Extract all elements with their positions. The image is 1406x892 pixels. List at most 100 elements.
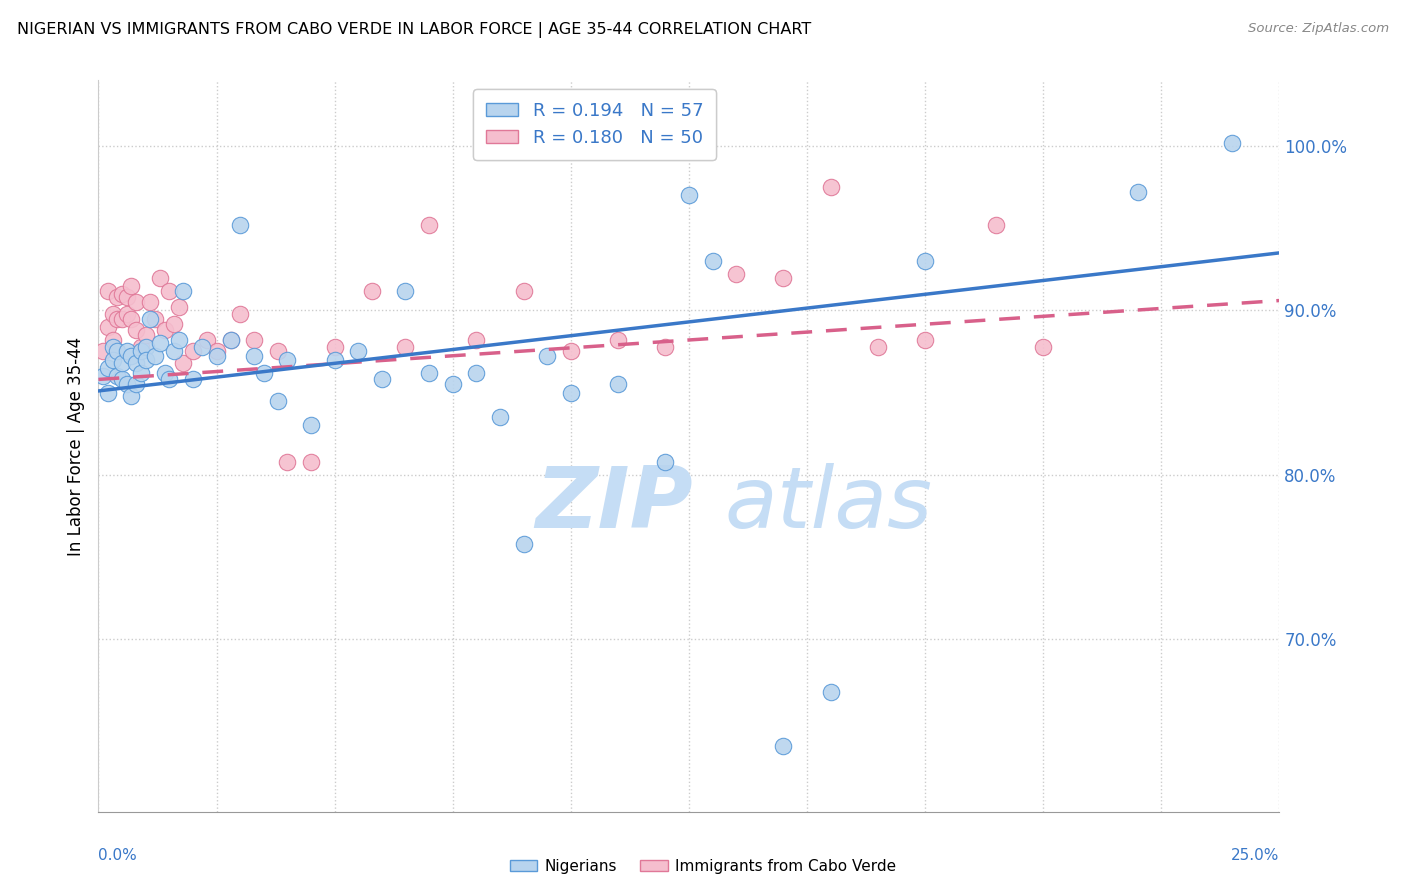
Point [167, 300, 190, 314]
Point [1220, 136, 1243, 150]
Point [371, 372, 394, 386]
Point [115, 377, 138, 392]
Point [536, 350, 558, 364]
Point [607, 377, 630, 392]
Text: atlas: atlas [724, 463, 932, 546]
Point [121, 278, 143, 293]
Point [219, 333, 242, 347]
Point [361, 284, 384, 298]
Point [97, 319, 120, 334]
Point [129, 340, 152, 354]
Point [101, 340, 124, 354]
Point [111, 372, 134, 386]
Point [560, 344, 582, 359]
Point [135, 352, 157, 367]
Point [1032, 340, 1054, 354]
Point [115, 290, 138, 304]
Point [91, 344, 114, 359]
Point [163, 344, 186, 359]
Text: NIGERIAN VS IMMIGRANTS FROM CABO VERDE IN LABOR FORCE | AGE 35-44 CORRELATION CH: NIGERIAN VS IMMIGRANTS FROM CABO VERDE I… [17, 22, 811, 38]
Point [97, 385, 120, 400]
Point [105, 344, 128, 359]
Point [243, 333, 266, 347]
Point [129, 344, 152, 359]
Point [725, 267, 748, 281]
Point [772, 270, 794, 285]
Point [143, 311, 166, 326]
Point [157, 284, 180, 298]
Point [135, 328, 157, 343]
Legend: Nigerians, Immigrants from Cabo Verde: Nigerians, Immigrants from Cabo Verde [503, 853, 903, 880]
Point [465, 333, 488, 347]
Point [101, 333, 124, 347]
Point [191, 340, 214, 354]
Point [820, 180, 842, 194]
Point [135, 340, 157, 354]
Point [105, 311, 128, 326]
Point [607, 333, 630, 347]
Point [512, 284, 534, 298]
Point [105, 290, 128, 304]
Point [149, 270, 172, 285]
Point [299, 455, 322, 469]
Point [243, 350, 266, 364]
Point [394, 340, 416, 354]
Point [121, 389, 143, 403]
Point [111, 311, 134, 326]
Point [276, 455, 298, 469]
Point [772, 739, 794, 753]
Point [121, 350, 143, 364]
Point [139, 295, 162, 310]
Point [172, 284, 194, 298]
Point [323, 340, 346, 354]
Text: ZIP: ZIP [536, 463, 693, 546]
Point [512, 537, 534, 551]
Point [441, 377, 464, 392]
Point [560, 385, 582, 400]
Point [347, 344, 370, 359]
Point [323, 352, 346, 367]
Point [418, 218, 440, 232]
Point [489, 410, 512, 425]
Point [1126, 185, 1149, 199]
Point [914, 333, 936, 347]
Point [101, 307, 124, 321]
Point [149, 336, 172, 351]
Point [678, 188, 700, 202]
Point [984, 218, 1007, 232]
Point [276, 352, 298, 367]
Point [91, 369, 114, 384]
Point [229, 218, 252, 232]
Point [111, 287, 134, 301]
Text: Source: ZipAtlas.com: Source: ZipAtlas.com [1249, 22, 1389, 36]
Y-axis label: In Labor Force | Age 35-44: In Labor Force | Age 35-44 [66, 336, 84, 556]
Point [125, 323, 148, 337]
Point [125, 377, 148, 392]
Point [702, 254, 724, 268]
Legend: R = 0.194   N = 57, R = 0.180   N = 50: R = 0.194 N = 57, R = 0.180 N = 50 [472, 89, 716, 160]
Point [121, 311, 143, 326]
Point [163, 317, 186, 331]
Point [267, 344, 290, 359]
Point [115, 307, 138, 321]
Point [97, 284, 120, 298]
Point [914, 254, 936, 268]
Point [115, 344, 138, 359]
Point [465, 366, 488, 380]
Point [866, 340, 889, 354]
Point [167, 333, 190, 347]
Point [229, 307, 252, 321]
Point [172, 356, 194, 370]
Point [125, 295, 148, 310]
Point [253, 366, 276, 380]
Point [157, 372, 180, 386]
Point [181, 372, 204, 386]
Text: 25.0%: 25.0% [1232, 848, 1279, 863]
Point [267, 393, 290, 408]
Point [143, 350, 166, 364]
Point [418, 366, 440, 380]
Point [111, 356, 134, 370]
Point [97, 360, 120, 375]
Point [139, 311, 162, 326]
Point [654, 455, 676, 469]
